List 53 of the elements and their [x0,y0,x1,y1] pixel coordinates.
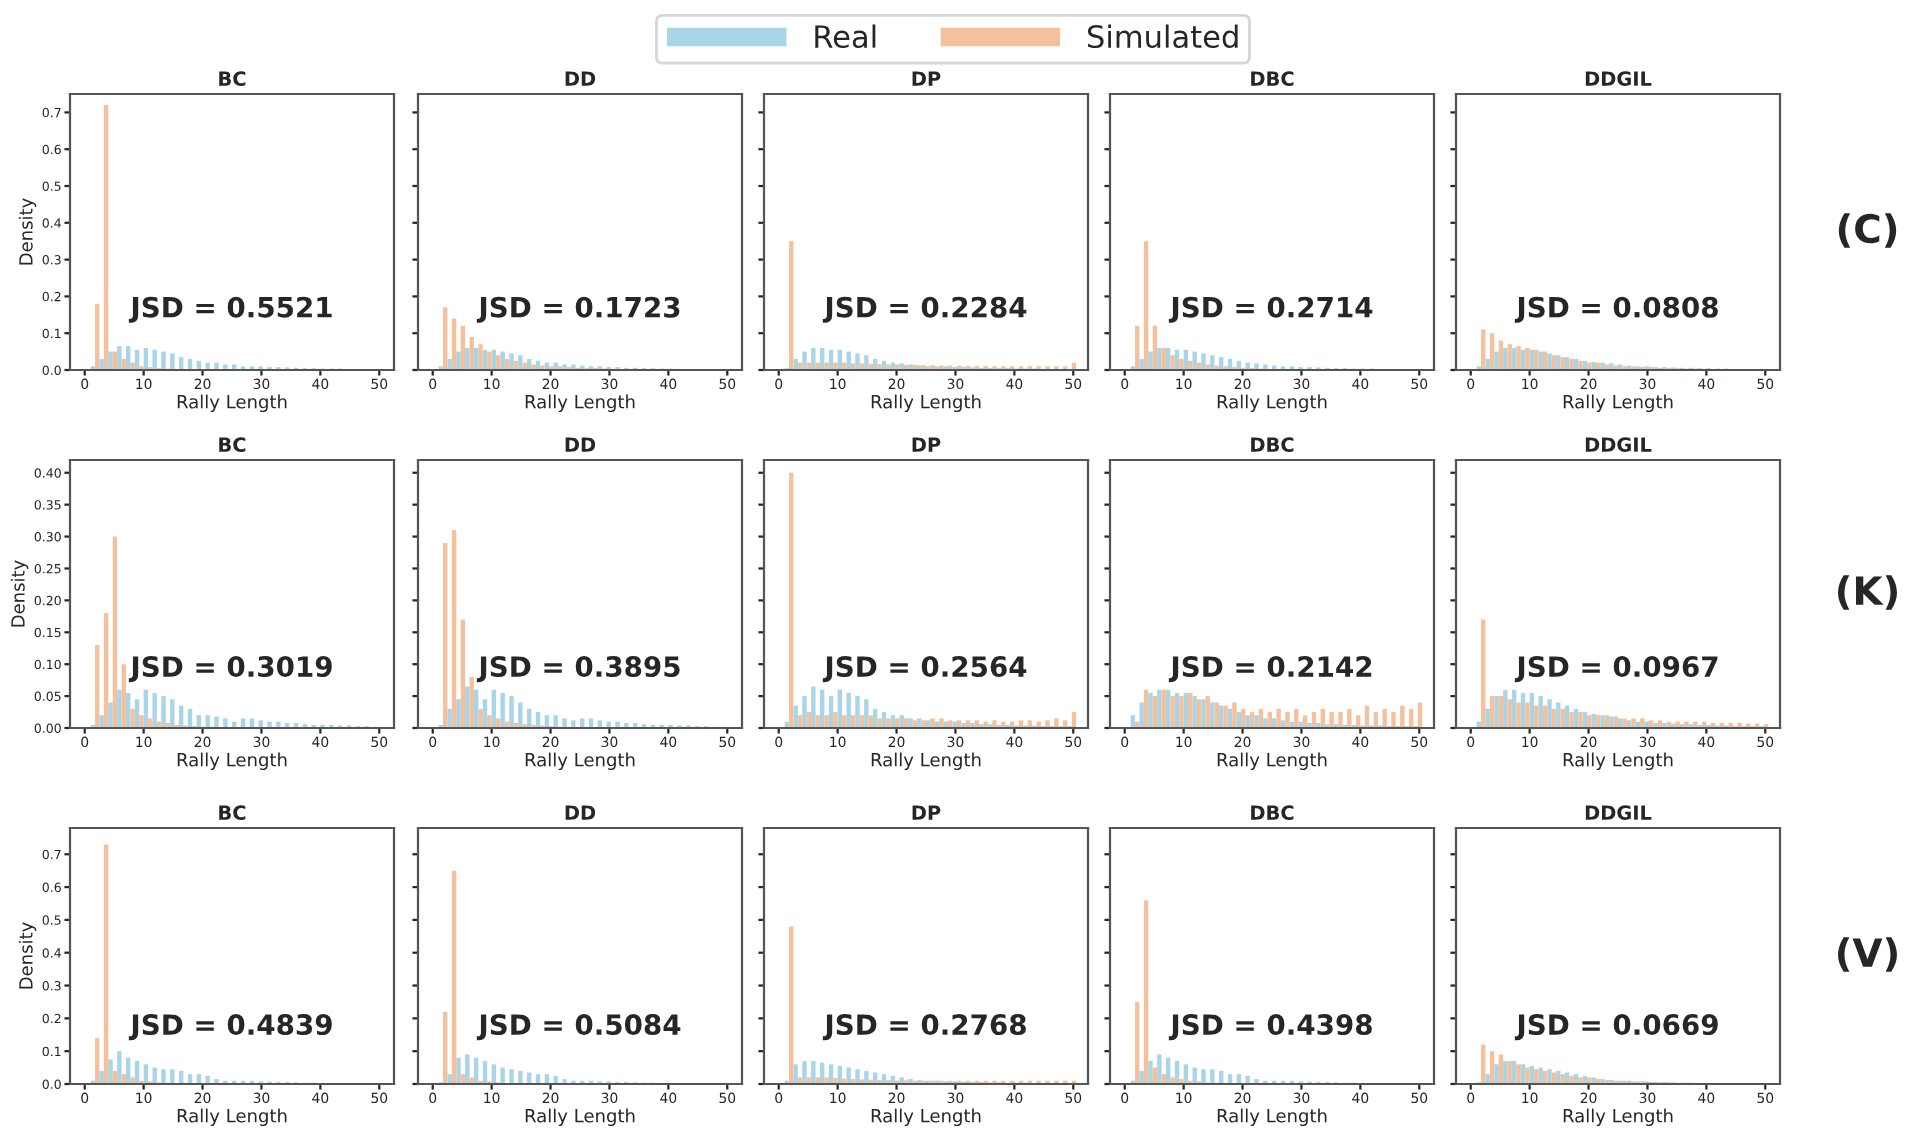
x-axis-title: Rally Length [525,394,635,413]
y-axis-title: Density [10,560,29,627]
legend-label: Real [815,24,876,49]
annotation: JSD = 0.0967 [1514,656,1718,683]
chart-title: DD [565,437,596,452]
chart-title: DD [565,805,596,820]
annotation: JSD = 0.5521 [128,296,332,323]
x-axis-title: Rally Length [525,1108,635,1127]
annotation: JSD = 0.2768 [822,1014,1026,1041]
x-axis-title: Rally Length [1217,752,1327,771]
text: (C) [1838,213,1897,248]
x-axis-title: Rally Length [177,1108,287,1127]
annotation: JSD = 0.5084 [476,1014,681,1041]
chart-title: BC [219,805,246,820]
annotation: JSD = 0.3019 [128,656,332,683]
y-axis-title: Density [18,198,37,265]
annotation: JSD = 0.4839 [128,1014,332,1041]
y-axis-title: Density [18,922,37,989]
chart-title: DD [565,71,596,86]
x-axis-title: Rally Length [1217,394,1327,413]
annotation: JSD = 0.0808 [1514,296,1718,323]
annotation: JSD = 0.2714 [1168,296,1373,323]
chart-title: DDGIL [1585,437,1652,452]
chart-title: BC [219,71,246,86]
chart-title: DDGIL [1585,71,1652,86]
x-axis-title: Rally Length [525,752,635,771]
text: (V) [1838,937,1897,972]
text: (K) [1837,575,1897,610]
x-axis-title: Rally Length [871,752,981,771]
x-axis-title: Rally Length [177,752,287,771]
annotation: JSD = 0.1723 [476,296,680,323]
annotation: JSD = 0.2564 [822,656,1027,683]
chart-title: DBC [1251,437,1294,452]
chart-title: DP [912,71,941,86]
annotation: JSD = 0.2142 [1168,656,1372,683]
annotation: JSD = 0.2284 [822,296,1027,323]
chart-title: DDGIL [1585,805,1652,820]
chart-title: DBC [1251,805,1294,820]
annotation: JSD = 0.0669 [1514,1014,1718,1041]
chart-title: DP [912,805,941,820]
chart-title: DBC [1251,71,1294,86]
x-axis-title: Rally Length [871,394,981,413]
x-axis-title: Rally Length [1217,1108,1327,1127]
x-axis-title: Rally Length [1563,752,1673,771]
legend-label: Simulated [1087,24,1238,49]
annotation: JSD = 0.3895 [476,656,680,683]
x-axis-title: Rally Length [177,394,287,413]
chart-title: BC [219,437,246,452]
x-axis-title: Rally Length [871,1108,981,1127]
annotation: JSD = 0.4398 [1168,1014,1372,1041]
chart-title: DP [912,437,941,452]
x-axis-title: Rally Length [1563,1108,1673,1127]
x-axis-title: Rally Length [1563,394,1673,413]
